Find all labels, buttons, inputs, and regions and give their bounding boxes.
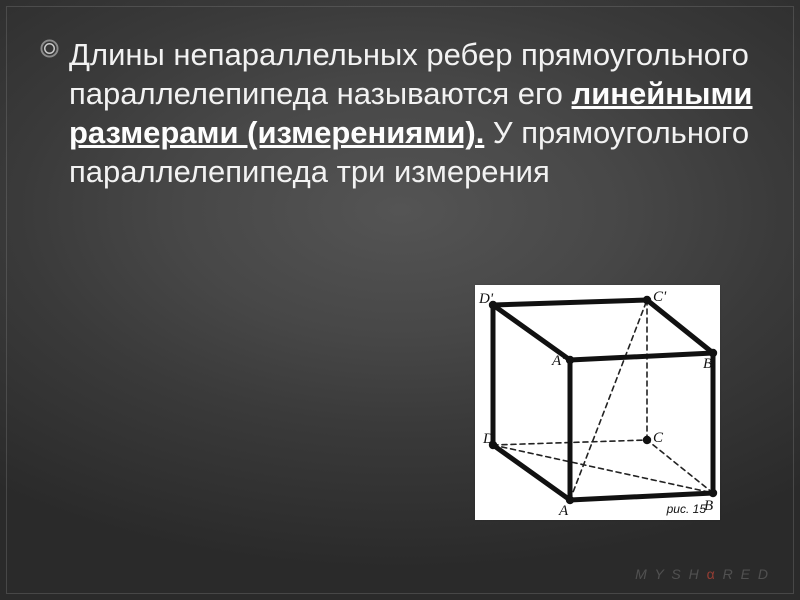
cuboid-figure: ABCDA'B'C'D'рис. 15 <box>475 285 720 520</box>
slide-root: Длины непараллельных ребер прямоугольног… <box>0 0 800 600</box>
svg-text:C': C' <box>653 289 667 305</box>
figure-caption: рис. 15 <box>667 502 706 516</box>
bullet-text: Длины непараллельных ребер прямоугольног… <box>69 35 770 191</box>
bullet-item: Длины непараллельных ребер прямоугольног… <box>40 35 770 191</box>
svg-text:A: A <box>558 503 569 519</box>
svg-text:B': B' <box>703 356 716 372</box>
watermark: M Y S H α R E D <box>635 566 770 582</box>
bullet-icon <box>40 39 59 58</box>
svg-text:A': A' <box>551 353 565 369</box>
svg-text:D: D <box>482 431 494 447</box>
svg-text:C: C <box>653 430 664 446</box>
slide-content: Длины непараллельных ребер прямоугольног… <box>40 35 770 191</box>
svg-text:D': D' <box>478 291 494 307</box>
